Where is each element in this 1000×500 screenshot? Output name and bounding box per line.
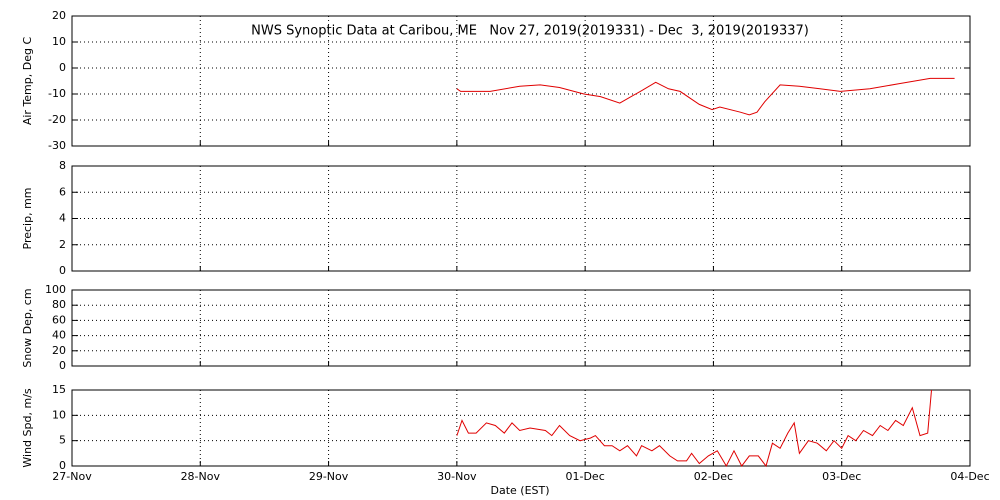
- y-tick-label: 100: [45, 283, 66, 296]
- y-tick-label: 0: [59, 459, 66, 472]
- y-tick-label: -30: [48, 139, 66, 152]
- x-tick-label: 29-Nov: [309, 470, 349, 483]
- y-tick-label: -20: [48, 113, 66, 126]
- y-axis-label: Wind Spd, m/s: [21, 388, 34, 468]
- x-tick-label: 03-Dec: [822, 470, 861, 483]
- y-tick-label: 40: [52, 329, 66, 342]
- y-tick-label: 0: [59, 61, 66, 74]
- y-tick-label: 80: [52, 298, 66, 311]
- y-axis-label: Air Temp, Deg C: [21, 37, 34, 126]
- y-tick-label: 0: [59, 264, 66, 277]
- x-tick-label: 02-Dec: [694, 470, 733, 483]
- y-tick-label: 20: [52, 9, 66, 22]
- y-tick-label: 6: [59, 185, 66, 198]
- y-tick-label: 10: [52, 408, 66, 421]
- y-tick-label: 4: [59, 212, 66, 225]
- y-tick-label: 10: [52, 35, 66, 48]
- x-tick-label: 04-Dec: [950, 470, 989, 483]
- y-tick-label: 8: [59, 159, 66, 172]
- data-line: [456, 77, 955, 116]
- y-axis-label: Snow Dep, cm: [21, 288, 34, 367]
- y-tick-label: 15: [52, 383, 66, 396]
- y-tick-label: 20: [52, 344, 66, 357]
- y-tick-label: 5: [59, 434, 66, 447]
- y-axis-label: Precip, mm: [21, 188, 34, 250]
- y-tick-label: 2: [59, 238, 66, 251]
- y-tick-label: 60: [52, 313, 66, 326]
- y-tick-label: -10: [48, 87, 66, 100]
- data-line: [456, 389, 932, 468]
- x-tick-label: 28-Nov: [181, 470, 221, 483]
- x-tick-label: 30-Nov: [437, 470, 477, 483]
- chart-title: NWS Synoptic Data at Caribou, ME Nov 27,…: [251, 24, 809, 39]
- x-tick-label: 27-Nov: [52, 470, 92, 483]
- x-tick-label: 01-Dec: [566, 470, 605, 483]
- y-tick-label: 0: [59, 359, 66, 372]
- x-axis-label: Date (EST): [490, 484, 549, 497]
